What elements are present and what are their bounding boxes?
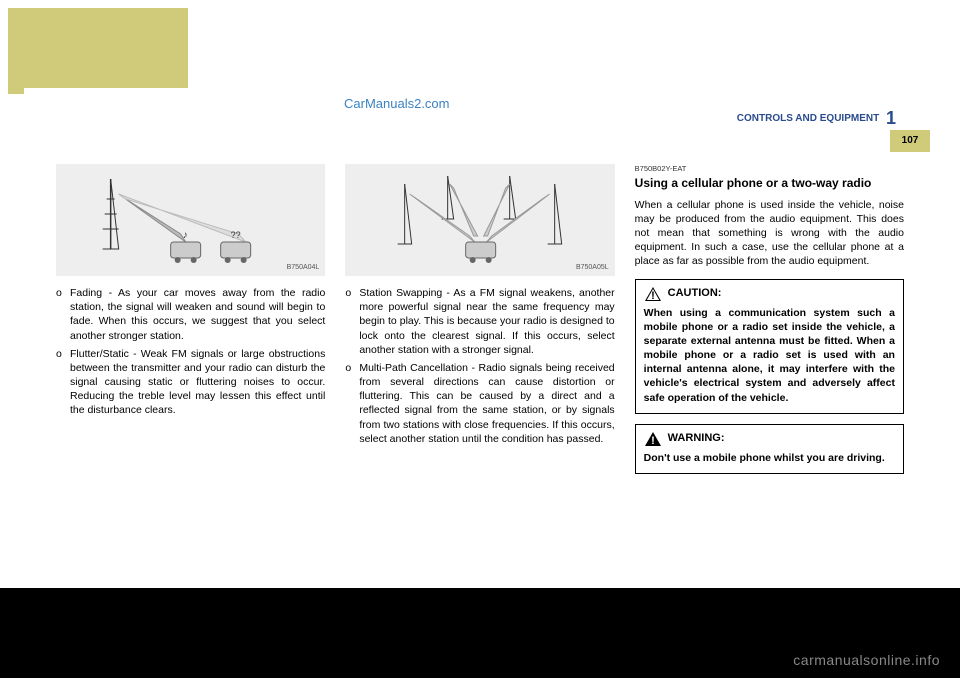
svg-text:♪: ♪ (183, 230, 188, 241)
section-label: CONTROLS AND EQUIPMENT (737, 113, 879, 124)
caution-title-row: ! CAUTION: (644, 286, 895, 302)
caution-title: CAUTION: (668, 286, 722, 301)
warning-title: WARNING: (668, 431, 725, 446)
column-2: B750A05L Station Swapping - As a FM sign… (345, 164, 614, 572)
column-3: B750B02Y-EAT Using a cellular phone or a… (635, 164, 904, 572)
list-col1: Fading - As your car moves away from the… (56, 286, 325, 418)
list-item: Multi-Path Cancellation - Radio signals … (345, 361, 614, 446)
list-col2: Station Swapping - As a FM signal weaken… (345, 286, 614, 446)
list-item: Station Swapping - As a FM signal weaken… (345, 286, 614, 357)
list-item: Fading - As your car moves away from the… (56, 286, 325, 343)
figure-label-2: B750A05L (576, 263, 609, 272)
watermark-top: CarManuals2.com (344, 96, 450, 111)
footer-watermark: carmanualsonline.info (793, 652, 940, 668)
page-number-tab: 107 (890, 130, 930, 152)
svg-text:!: ! (651, 290, 655, 302)
caution-box: ! CAUTION: When using a communication sy… (635, 279, 904, 414)
warning-text: Don't use a mobile phone whilst you are … (644, 451, 895, 465)
section-number: 1 (886, 108, 896, 128)
warning-box: ! WARNING: Don't use a mobile phone whil… (635, 424, 904, 474)
caution-text: When using a communication system such a… (644, 306, 895, 405)
list-item: Flutter/Static - Weak FM signals or larg… (56, 347, 325, 418)
figure-label-1: B750A04L (287, 263, 320, 272)
caution-icon: ! (644, 286, 662, 302)
warning-title-row: ! WARNING: (644, 431, 895, 447)
warning-icon: ! (644, 431, 662, 447)
columns: ♪ ?? B750A04L Fading - As your car moves… (56, 164, 904, 572)
svg-text:!: ! (651, 435, 655, 447)
paragraph: When a cellular phone is used inside the… (635, 198, 904, 269)
section-header: CONTROLS AND EQUIPMENT 1 (737, 108, 896, 129)
figure-fading: ♪ ?? B750A04L (56, 164, 325, 276)
page-content: CarManuals2.com CONTROLS AND EQUIPMENT 1… (24, 88, 936, 588)
column-1: ♪ ?? B750A04L Fading - As your car moves… (56, 164, 325, 572)
figure-swapping: B750A05L (345, 164, 614, 276)
heading-cellular: Using a cellular phone or a two-way radi… (635, 176, 904, 192)
ref-code: B750B02Y-EAT (635, 164, 904, 174)
svg-text:??: ?? (231, 230, 241, 240)
